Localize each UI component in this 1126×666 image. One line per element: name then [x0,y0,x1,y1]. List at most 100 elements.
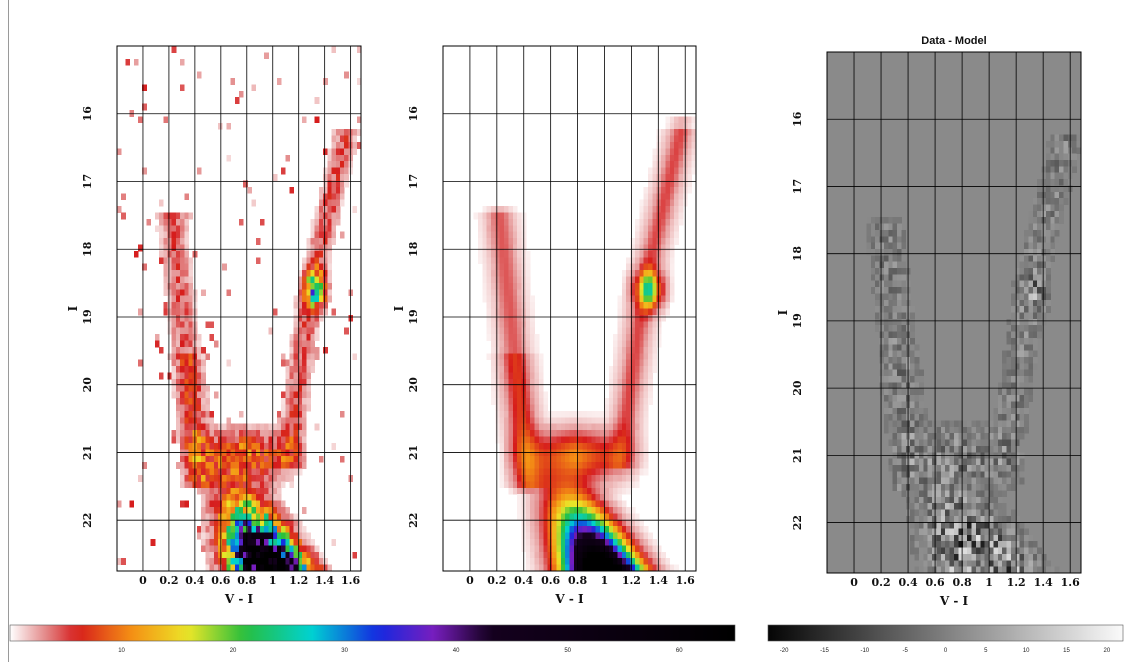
density-cell [276,462,282,469]
density-cell [932,458,937,466]
density-cell [477,238,483,245]
density-cell [691,135,697,143]
density-cell [184,346,189,354]
density-cell [648,372,653,380]
density-cell [508,455,514,463]
density-cell [512,327,518,335]
density-cell [260,455,265,463]
density-cell [272,506,278,514]
density-cell [940,490,946,498]
density-cell [980,471,986,479]
density-cell [504,282,509,290]
density-cell [923,426,929,434]
density-cell [175,308,181,316]
density-cell [230,551,236,559]
density-cell [901,477,907,485]
density-cell [630,366,636,373]
density-cell [331,142,337,149]
density-cell [975,439,981,447]
density-cell [949,528,955,536]
density-cell [634,302,640,309]
density-cell [1015,464,1021,472]
density-cell [958,445,964,453]
density-cell [556,423,562,431]
density-cell [525,295,531,303]
density-cell [226,436,231,444]
density-cell [310,276,316,284]
density-cell [251,551,257,559]
density-cell [932,464,937,472]
density-cell [1015,337,1021,345]
density-cell [940,496,946,504]
density-cell [883,337,889,345]
density-cell [188,378,194,386]
density-cell [230,500,236,508]
density-cell [600,564,605,572]
density-cell [525,513,531,521]
density-cell [205,558,210,565]
density-cell [652,545,658,553]
density-cell [1045,287,1051,294]
density-cell [578,519,583,527]
density-cell [883,268,889,275]
density-cell [626,506,631,514]
y-tick-label: 17 [791,179,804,194]
density-cell [512,404,518,412]
density-cell [578,430,583,437]
density-cell [525,538,531,546]
density-cell [643,244,649,252]
density-cell [1019,477,1025,485]
density-cell [984,433,990,440]
density-cell [656,225,662,233]
density-cell [591,423,597,431]
density-cell [630,276,636,284]
density-cell [560,410,566,418]
density-cell [634,430,640,437]
density-cell [327,289,332,297]
density-cell [180,276,185,284]
density-cell [634,558,640,565]
density-cell [217,436,223,444]
y-tick-label: 18 [407,241,420,257]
density-cell [958,503,964,510]
density-cell [897,414,902,421]
density-cell [142,84,147,92]
density-cell [226,564,231,572]
density-cell [264,430,269,437]
density-cell [971,503,977,510]
density-cell [954,433,959,440]
density-cell [209,506,215,514]
density-cell [617,513,623,521]
density-cell [1015,541,1021,548]
density-cell [997,464,1003,472]
density-cell [180,212,185,220]
density-cell [504,455,509,463]
density-cell [154,212,160,220]
density-cell [918,407,924,415]
density-cell [980,484,986,491]
density-cell [167,238,173,245]
density-cell [980,560,986,568]
density-cell [870,229,876,237]
density-cell [327,276,332,284]
density-cell [171,295,177,303]
density-cell [648,366,653,373]
density-cell [201,372,206,380]
density-cell [556,545,562,553]
density-cell [967,553,972,561]
density-cell [335,193,341,201]
density-cell [323,238,328,245]
density-cell [1015,528,1021,536]
density-cell [669,218,675,226]
density-cell [586,462,592,469]
density-cell [652,180,658,188]
density-cell [525,436,531,444]
density-cell [293,430,299,437]
density-cell [1032,217,1038,224]
density-cell [302,398,307,405]
density-cell [630,334,636,341]
density-cell [870,261,876,269]
density-cell [634,334,640,341]
density-cell [517,442,522,450]
